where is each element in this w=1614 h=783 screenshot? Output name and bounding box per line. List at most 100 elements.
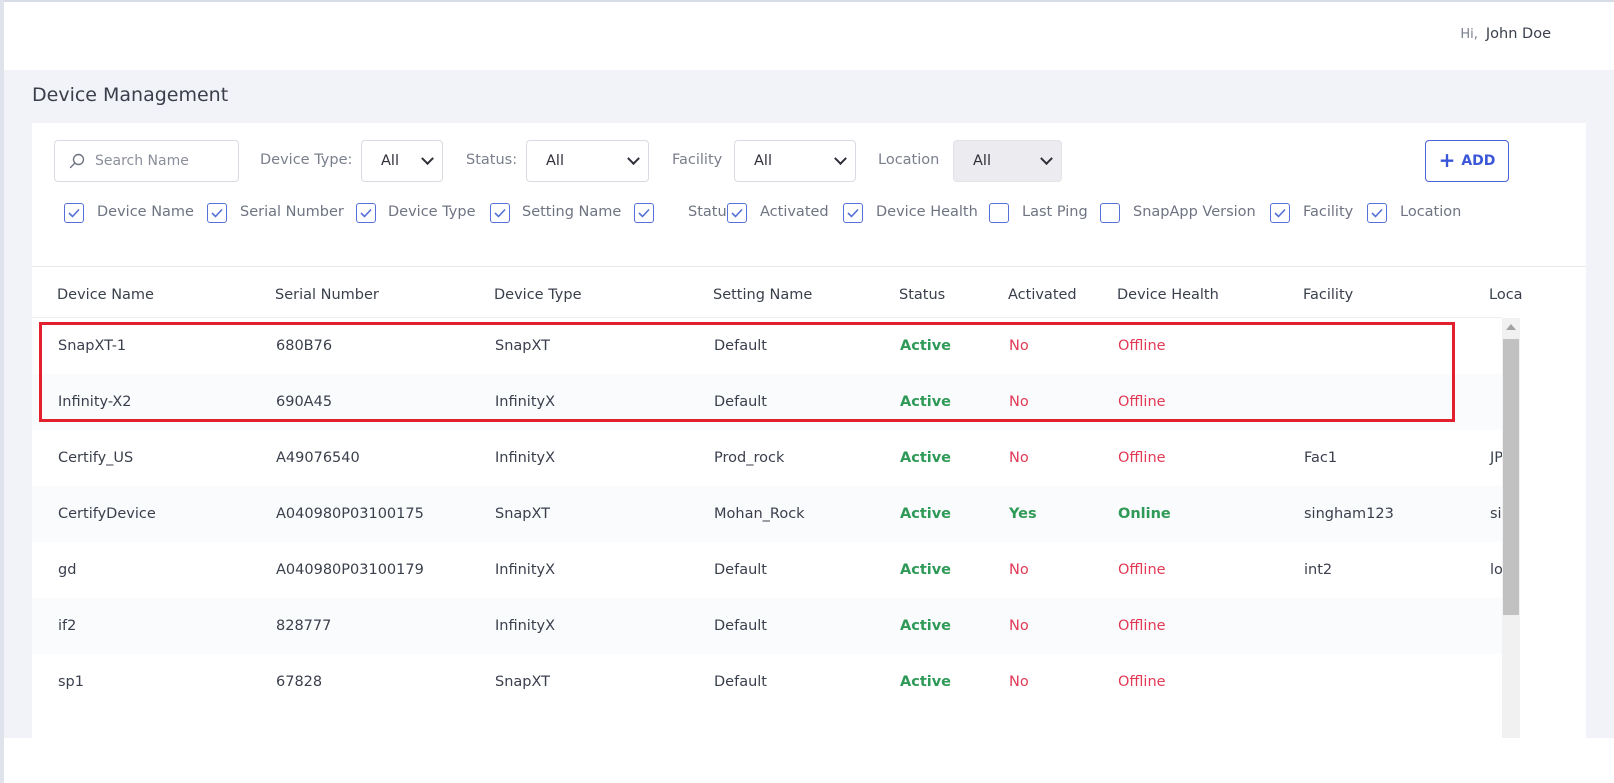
table-row[interactable]: Certify_US A49076540 InfinityX Prod_rock Act… <box>32 430 1502 486</box>
checkmark-icon <box>211 208 223 218</box>
table-row[interactable]: SnapXT-1 680B76 SnapXT Default Active No Offli… <box>32 318 1502 374</box>
cell-name: Infinity-X2 <box>58 394 132 410</box>
device-card: Device Type: All Status: All Facility Al… <box>32 123 1586 738</box>
table-row[interactable]: if2 828777 InfinityX Default Active No Offline <box>32 598 1502 654</box>
column-toggle[interactable]: Status <box>634 203 734 223</box>
chevron-down-icon <box>1040 151 1053 165</box>
table-row[interactable]: CertifyDevice A040980P03100175 SnapXT Mohan… <box>32 486 1502 542</box>
cell-serial: A040980P03100175 <box>276 506 424 522</box>
cell-health: Offline <box>1118 338 1166 354</box>
cell-health: Offline <box>1118 674 1166 690</box>
checkbox-checked[interactable] <box>490 203 510 223</box>
column-header[interactable]: Loca <box>1489 287 1523 303</box>
checkmark-icon <box>68 208 80 218</box>
column-toggle[interactable]: Last Ping <box>989 203 1088 223</box>
cell-type: SnapXT <box>495 674 551 690</box>
cell-type: InfinityX <box>495 618 556 634</box>
checkbox-unchecked[interactable] <box>989 203 1009 223</box>
column-toggle[interactable]: Device Type <box>356 203 476 223</box>
search-input[interactable] <box>95 153 225 169</box>
status-select[interactable]: All <box>526 140 649 182</box>
cell-setting: Default <box>714 618 767 634</box>
cell-name: CertifyDevice <box>58 506 156 522</box>
column-toggle[interactable]: Serial Number <box>207 203 344 223</box>
device-type-select[interactable]: All <box>361 140 443 182</box>
checkbox-checked[interactable] <box>1367 203 1387 223</box>
column-toggle-label: SnapApp Version <box>1133 204 1256 220</box>
location-select[interactable]: All <box>953 140 1062 182</box>
column-toggle-row: Device Name Serial Number Device Type Setti… <box>32 203 1586 225</box>
window-top-border <box>0 0 1614 2</box>
scroll-up-arrow-icon[interactable] <box>1506 324 1516 330</box>
column-header[interactable]: Activated <box>1008 287 1077 303</box>
column-toggle[interactable]: Facility <box>1270 203 1353 223</box>
column-header[interactable]: Facility <box>1303 287 1354 303</box>
column-toggle[interactable]: Device Health <box>843 203 978 223</box>
checkmark-icon <box>360 208 372 218</box>
cell-activated: No <box>1009 618 1029 634</box>
facility-select[interactable]: All <box>734 140 856 182</box>
column-toggle-label: Location <box>1400 204 1462 220</box>
facility-label: Facility <box>672 152 723 168</box>
cell-serial: 690A45 <box>276 394 333 410</box>
column-header[interactable]: Serial Number <box>275 287 379 303</box>
cell-type: InfinityX <box>495 450 556 466</box>
user-name[interactable]: John Doe <box>1485 26 1551 42</box>
cell-activated: No <box>1009 338 1029 354</box>
checkbox-checked[interactable] <box>207 203 227 223</box>
cell-name: Certify_US <box>58 450 134 466</box>
cell-status: Active <box>900 674 952 690</box>
checkmark-icon <box>494 208 506 218</box>
cell-type: InfinityX <box>495 562 556 578</box>
facility-value: All <box>754 153 772 169</box>
column-toggle-label: Serial Number <box>240 204 344 220</box>
column-header[interactable]: Device Type <box>494 287 582 303</box>
table-scrollbar[interactable] <box>1502 318 1520 738</box>
column-header[interactable]: Status <box>899 287 946 303</box>
column-toggle[interactable]: Setting Name <box>490 203 621 223</box>
window-left-border <box>0 0 4 783</box>
cell-status: Active <box>900 450 952 466</box>
checkbox-checked[interactable] <box>64 203 84 223</box>
cell-setting: Prod_rock <box>714 450 785 466</box>
table-row[interactable]: sp1 67828 SnapXT Default Active No Offline <box>32 654 1502 710</box>
checkbox-checked[interactable] <box>356 203 376 223</box>
cell-serial: 828777 <box>276 618 332 634</box>
cell-status: Active <box>900 506 952 522</box>
checkbox-checked[interactable] <box>727 203 747 223</box>
table-row[interactable]: gd A040980P03100179 InfinityX Default Active… <box>32 542 1502 598</box>
scrollbar-thumb[interactable] <box>1503 339 1519 615</box>
user-greeting[interactable]: Hi, John Doe <box>1460 26 1551 42</box>
column-header[interactable]: Device Health <box>1117 287 1219 303</box>
column-toggle[interactable]: Location <box>1367 203 1461 223</box>
checkbox-unchecked[interactable] <box>1100 203 1120 223</box>
cell-setting: Default <box>714 674 767 690</box>
cell-activated: No <box>1009 674 1029 690</box>
column-toggle[interactable]: Device Name <box>64 203 194 223</box>
search-box[interactable] <box>54 140 239 182</box>
table-body: SnapXT-1 680B76 SnapXT Default Active No Offli… <box>32 318 1502 738</box>
cell-setting: Default <box>714 338 767 354</box>
column-header[interactable]: Setting Name <box>713 287 813 303</box>
checkbox-checked[interactable] <box>1270 203 1290 223</box>
cell-health: Offline <box>1118 450 1166 466</box>
checkmark-icon <box>731 208 743 218</box>
checkbox-checked[interactable] <box>634 203 654 223</box>
cell-name: sp1 <box>58 674 84 690</box>
checkbox-checked[interactable] <box>843 203 863 223</box>
column-toggle-label: Facility <box>1303 204 1354 220</box>
cell-setting: Mohan_Rock <box>714 506 805 522</box>
table-header: Device Name Serial Number Device Type Setti… <box>32 267 1586 317</box>
column-header[interactable]: Device Name <box>57 287 154 303</box>
cell-serial: 680B76 <box>276 338 333 354</box>
cell-status: Active <box>900 394 952 410</box>
column-toggle-label: Device Type <box>388 204 476 220</box>
cell-health: Offline <box>1118 618 1166 634</box>
table-row[interactable]: Infinity-X2 690A45 InfinityX Default Active N… <box>32 374 1502 430</box>
column-toggle[interactable]: SnapApp Version <box>1100 203 1256 223</box>
location-label: Location <box>878 152 940 168</box>
column-toggle[interactable]: Activated <box>727 203 829 223</box>
cell-serial: A49076540 <box>276 450 360 466</box>
cell-location: lo <box>1490 562 1502 578</box>
add-device-button[interactable]: + ADD <box>1425 140 1509 182</box>
